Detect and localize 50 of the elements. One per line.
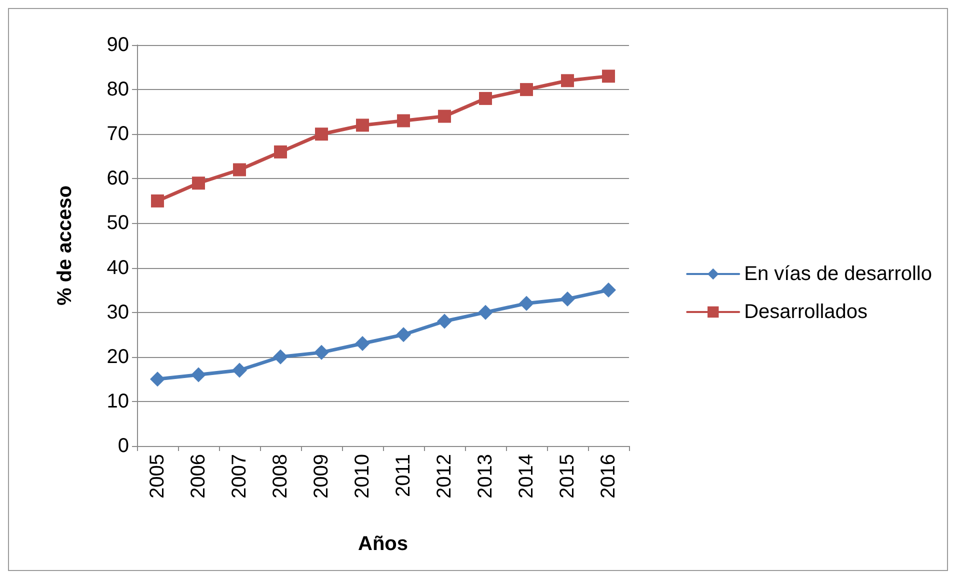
point (438, 110, 451, 123)
legend-label: Desarrollados (744, 301, 868, 323)
y-tick-label: 60 (106, 168, 129, 190)
x-tick-label: 2013 (474, 454, 496, 498)
point (561, 74, 574, 88)
point (314, 344, 329, 360)
point (233, 163, 246, 176)
x-tick-label: 2006 (188, 454, 210, 498)
point (150, 372, 165, 387)
x-tick-label: 2014 (516, 454, 538, 498)
point (602, 70, 615, 83)
point (519, 296, 534, 311)
y-tick-label: 10 (106, 390, 129, 412)
y-axis-title: % de acceso (54, 185, 76, 306)
legend-label: En vías de desarrollo (744, 263, 932, 285)
point (396, 327, 411, 342)
x-tick-label: 2009 (310, 454, 332, 498)
x-tick-label: 2011 (392, 454, 414, 498)
point (355, 336, 370, 352)
x-tick-label: 2008 (270, 454, 292, 498)
y-tick-label: 50 (106, 212, 129, 234)
x-tick-label: 2015 (556, 454, 578, 498)
x-axis-title: Años (358, 533, 408, 555)
point (232, 362, 247, 378)
point (560, 291, 575, 306)
y-tick-label: 20 (106, 346, 129, 368)
y-tick-label: 30 (106, 301, 129, 324)
x-tick-label: 2005 (146, 454, 168, 498)
y-tick-label: 70 (106, 123, 129, 146)
y-tick-label: 0 (118, 435, 129, 457)
y-tick-label: 80 (106, 78, 129, 101)
point (192, 176, 205, 190)
point (479, 92, 492, 105)
point (315, 128, 328, 141)
x-tick-label: 2012 (434, 454, 456, 498)
point (520, 83, 533, 96)
point (151, 194, 164, 208)
x-tick-label: 2007 (228, 454, 250, 498)
x-tick-label: 2010 (352, 454, 374, 498)
y-tick-label: 40 (106, 256, 129, 279)
point (356, 118, 369, 132)
point (397, 114, 410, 128)
point (601, 282, 616, 298)
point (191, 367, 206, 382)
point (437, 314, 452, 329)
y-tick-label: 90 (106, 34, 129, 56)
x-tick-label: 2016 (598, 454, 620, 498)
point (274, 145, 287, 158)
point (273, 349, 288, 364)
point (478, 304, 493, 320)
